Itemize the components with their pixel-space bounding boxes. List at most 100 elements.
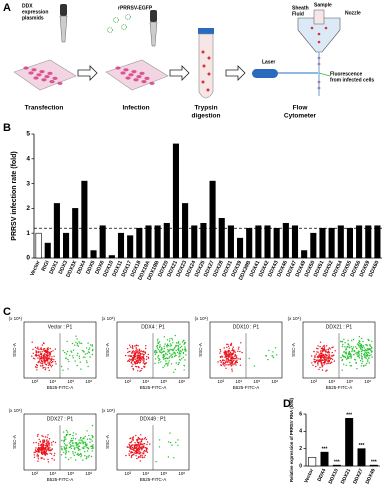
y-tick-label: 4 bbox=[26, 156, 30, 163]
x-tick-label: DDX4 bbox=[316, 468, 327, 483]
cell-dot-positive bbox=[75, 433, 77, 435]
cell-dot-negative bbox=[142, 359, 144, 361]
cell-dot-negative bbox=[43, 452, 46, 454]
x-tick-label: 10⁶ bbox=[85, 471, 92, 476]
cell-dot-negative bbox=[43, 458, 45, 460]
cell-dot-positive bbox=[162, 350, 165, 352]
cell-dot-negative bbox=[139, 456, 142, 458]
cell-dot-negative bbox=[135, 360, 137, 362]
cell-dot-positive bbox=[359, 342, 361, 345]
cell-dot-positive bbox=[344, 346, 346, 348]
cell-dot-positive bbox=[70, 440, 73, 442]
y-tick-label: 0 bbox=[26, 255, 30, 262]
cell-dot-negative bbox=[132, 451, 134, 454]
cell-dot-negative bbox=[37, 460, 39, 462]
cell-dot-negative bbox=[141, 367, 143, 370]
cell-dot-negative bbox=[327, 361, 329, 363]
cell-dot-positive bbox=[163, 347, 166, 350]
cell-dot-positive bbox=[371, 350, 373, 353]
cell-dot-negative bbox=[330, 362, 332, 364]
fluorescence-label: from infected cells bbox=[330, 77, 374, 83]
cell-dot-negative bbox=[137, 436, 140, 439]
cell-dot-negative bbox=[228, 356, 230, 358]
cell-dot-negative bbox=[44, 447, 46, 449]
x-axis-label: B525-FITC-A bbox=[140, 385, 167, 390]
cell-dot-negative bbox=[315, 361, 317, 363]
cell-dot-negative bbox=[32, 348, 34, 351]
cell-dot-negative bbox=[231, 348, 234, 350]
cell-dot-negative bbox=[41, 365, 43, 367]
cell-dot-negative bbox=[129, 350, 131, 353]
cell-dot-negative bbox=[237, 358, 239, 360]
cell-dot-negative bbox=[39, 451, 41, 453]
cell-dot-positive bbox=[88, 456, 90, 458]
x-tick-label: Vector bbox=[303, 468, 315, 484]
cell-dot-positive bbox=[359, 344, 361, 347]
cell-dot-positive bbox=[367, 338, 369, 341]
tube bbox=[198, 33, 214, 99]
plot-title: DDX49 : P1 bbox=[140, 416, 167, 422]
bar bbox=[374, 225, 381, 259]
bar bbox=[319, 227, 326, 259]
x-tick-label: 10³ bbox=[311, 379, 318, 384]
cell-dot-positive bbox=[173, 348, 175, 350]
cell-dot-positive bbox=[65, 433, 68, 436]
cell-dot-positive bbox=[180, 351, 182, 353]
cell-dot-negative bbox=[130, 361, 133, 363]
plot-title: DDX4 : P1 bbox=[141, 324, 165, 330]
cell-dot-negative bbox=[320, 360, 322, 362]
cell-dot-negative bbox=[43, 450, 45, 453]
cell-dot-negative bbox=[234, 362, 237, 364]
cell-dot-positive bbox=[165, 353, 167, 355]
cell-dot-positive bbox=[84, 451, 86, 453]
cell-dot-positive bbox=[356, 368, 358, 370]
cell-dot-negative bbox=[132, 453, 135, 455]
plasmid-label: expression bbox=[22, 9, 48, 15]
cell-dot-negative bbox=[49, 362, 51, 364]
cell-dot-positive bbox=[65, 353, 68, 355]
cell-dot-positive bbox=[78, 454, 80, 456]
cell-dot-negative bbox=[322, 354, 324, 356]
cell-dot-negative bbox=[331, 355, 333, 357]
well bbox=[115, 66, 121, 70]
cell bbox=[317, 32, 321, 36]
cell-dot-positive bbox=[81, 439, 83, 441]
cell-dot-positive bbox=[351, 339, 353, 342]
cell-dot-negative bbox=[48, 443, 51, 445]
step-label: Infection bbox=[122, 105, 149, 112]
cell-dot-positive bbox=[77, 447, 80, 449]
cell-dot-negative bbox=[137, 356, 140, 359]
cell-dot-negative bbox=[228, 352, 230, 354]
cell-dot-positive bbox=[89, 356, 91, 358]
cell-dot-negative bbox=[228, 347, 230, 349]
cell-dot-negative bbox=[136, 362, 138, 365]
cell-dot-positive bbox=[156, 347, 159, 349]
cell-dot-negative bbox=[37, 443, 40, 445]
cell-dot-negative bbox=[43, 356, 45, 358]
plot-title: DDX10 : P1 bbox=[233, 324, 260, 330]
cell-dot-positive bbox=[358, 354, 360, 356]
cell-dot-positive bbox=[168, 357, 170, 359]
cell-dot-negative bbox=[312, 364, 314, 366]
cell-dot-positive bbox=[369, 345, 371, 347]
cell-dot-negative bbox=[136, 448, 139, 450]
cell-dot-positive bbox=[356, 353, 358, 355]
cell-dot-positive bbox=[177, 342, 179, 344]
cell-dot-negative bbox=[227, 351, 230, 353]
cell-dot-negative bbox=[240, 342, 242, 344]
cell-dot-positive bbox=[80, 439, 82, 441]
cell-dot-negative bbox=[142, 362, 144, 364]
cell-dot-negative bbox=[132, 448, 134, 450]
cell-dot-negative bbox=[47, 349, 49, 351]
cell-dot-negative bbox=[225, 364, 227, 366]
cell-dot-positive bbox=[70, 447, 73, 450]
cell-dot-negative bbox=[326, 363, 328, 365]
cell-dot-negative bbox=[327, 356, 329, 358]
cell-dot-positive bbox=[157, 341, 160, 344]
cell-dot-positive bbox=[158, 359, 160, 362]
cell-dot-positive bbox=[355, 361, 357, 364]
cell-dot-positive bbox=[63, 439, 66, 442]
cell-dot-positive bbox=[350, 346, 352, 348]
cell-dot-positive bbox=[366, 355, 369, 357]
cell-dot-negative bbox=[51, 356, 53, 358]
